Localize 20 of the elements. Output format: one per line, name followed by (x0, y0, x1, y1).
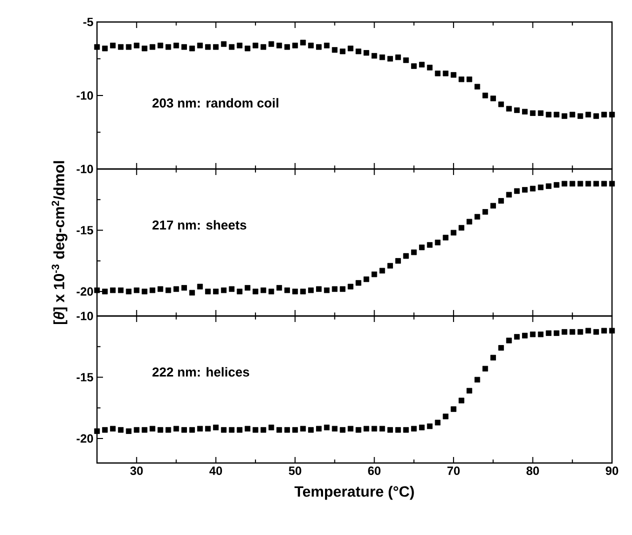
y-tick-label: -20 (76, 434, 93, 443)
x-tick-label: 90 (606, 466, 618, 475)
y-tick-label: -20 (76, 287, 93, 296)
x-tick-label: 50 (288, 466, 302, 475)
x-tick-label: 30 (130, 466, 143, 476)
y-tick-label: -10 (76, 312, 93, 320)
y-tick-label: -15 (76, 373, 94, 382)
y-axis-title: [θ] x 10$^{-3}$ deg-cm$^{2}$/dmol (52, 161, 68, 324)
annotation: 217 nm: sheets (152, 220, 246, 230)
y-tick-label: -5 (83, 18, 94, 26)
x-tick-label: 60 (368, 466, 380, 475)
x-tick-label: 40 (209, 466, 222, 475)
x-axis-title: Temperature (°C) (294, 486, 414, 500)
y-tick-label: -10 (76, 164, 93, 174)
y-tick-label: -15 (76, 226, 94, 234)
x-tick-label: 70 (447, 466, 460, 475)
annotation: 203 nm: random coil (152, 98, 278, 108)
x-tick-label: 80 (526, 466, 539, 475)
y-tick-label: -10 (76, 91, 93, 100)
annotation: 222 nm: helices (152, 367, 250, 377)
